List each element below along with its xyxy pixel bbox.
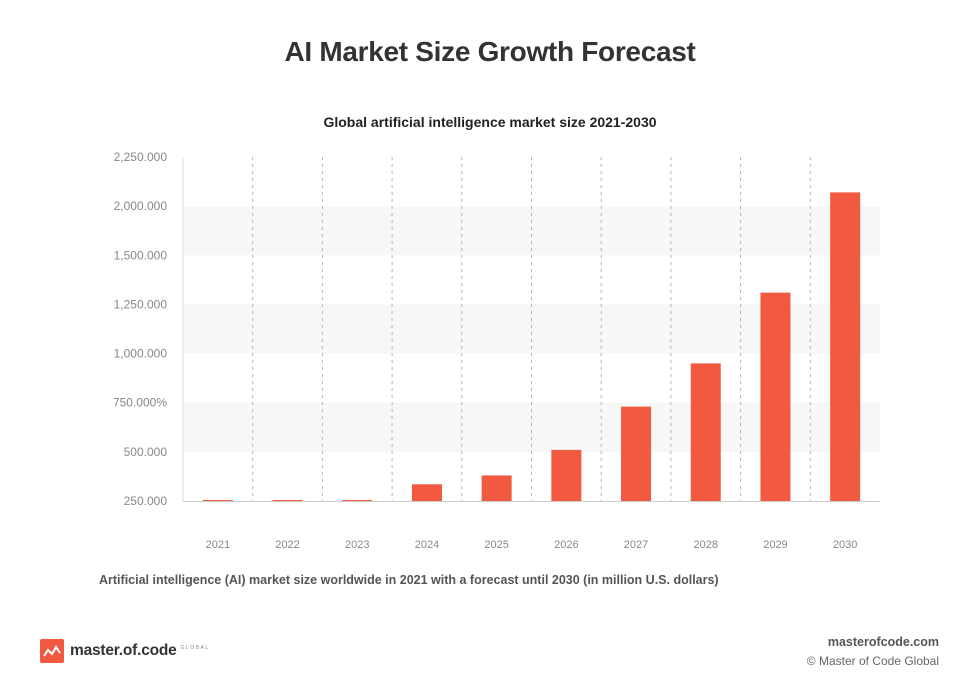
bar-2024: [411, 484, 442, 501]
bar-2027: [621, 406, 652, 501]
y-tick-label: 1,500.000: [114, 248, 168, 262]
x-tick-label: 2023: [345, 539, 369, 551]
bar-2029: [760, 292, 791, 501]
page-title: AI Market Size Growth Forecast: [284, 36, 696, 67]
y-tick-label: 250.000: [124, 494, 168, 508]
bar-2023: [342, 500, 373, 501]
x-tick-label: 2021: [206, 539, 230, 551]
y-tick-label: 1,250.000: [114, 297, 168, 311]
brand-sub: GLOBAL: [180, 645, 210, 651]
x-tick-label: 2025: [484, 539, 508, 551]
bar-2021: [202, 500, 233, 501]
brand-logo: master.of.code GLOBAL: [40, 639, 210, 663]
x-tick-label: 2026: [554, 539, 578, 551]
x-tick-label: 2024: [415, 539, 439, 551]
bar-2030: [830, 192, 861, 501]
x-tick-label: 2028: [694, 539, 718, 551]
y-tick-label: 2,000.000: [114, 199, 168, 213]
y-tick-label: 2,250.000: [114, 150, 168, 164]
x-tick-label: 2029: [763, 539, 787, 551]
logo-mark-icon: [40, 639, 64, 663]
x-tick-label: 2030: [833, 539, 857, 551]
y-tick-label: 1,000.000: [114, 347, 168, 361]
chart-caption: Artificial intelligence (AI) market size…: [99, 573, 719, 587]
site-link[interactable]: masterofcode.com: [827, 635, 939, 649]
x-tick-label: 2022: [275, 539, 299, 551]
copyright-text: © Master of Code Global: [806, 654, 939, 668]
chart-title: Global artificial intelligence market si…: [323, 114, 657, 130]
brand-name: master.of.code: [70, 642, 177, 659]
bar-2028: [690, 363, 721, 501]
bar-2022: [272, 500, 303, 501]
y-tick-label: 500.000: [124, 445, 168, 459]
bar-2026: [551, 449, 582, 501]
bar-2025: [481, 475, 512, 501]
y-tick-label: 750.000%: [113, 396, 167, 410]
x-tick-label: 2027: [624, 539, 648, 551]
